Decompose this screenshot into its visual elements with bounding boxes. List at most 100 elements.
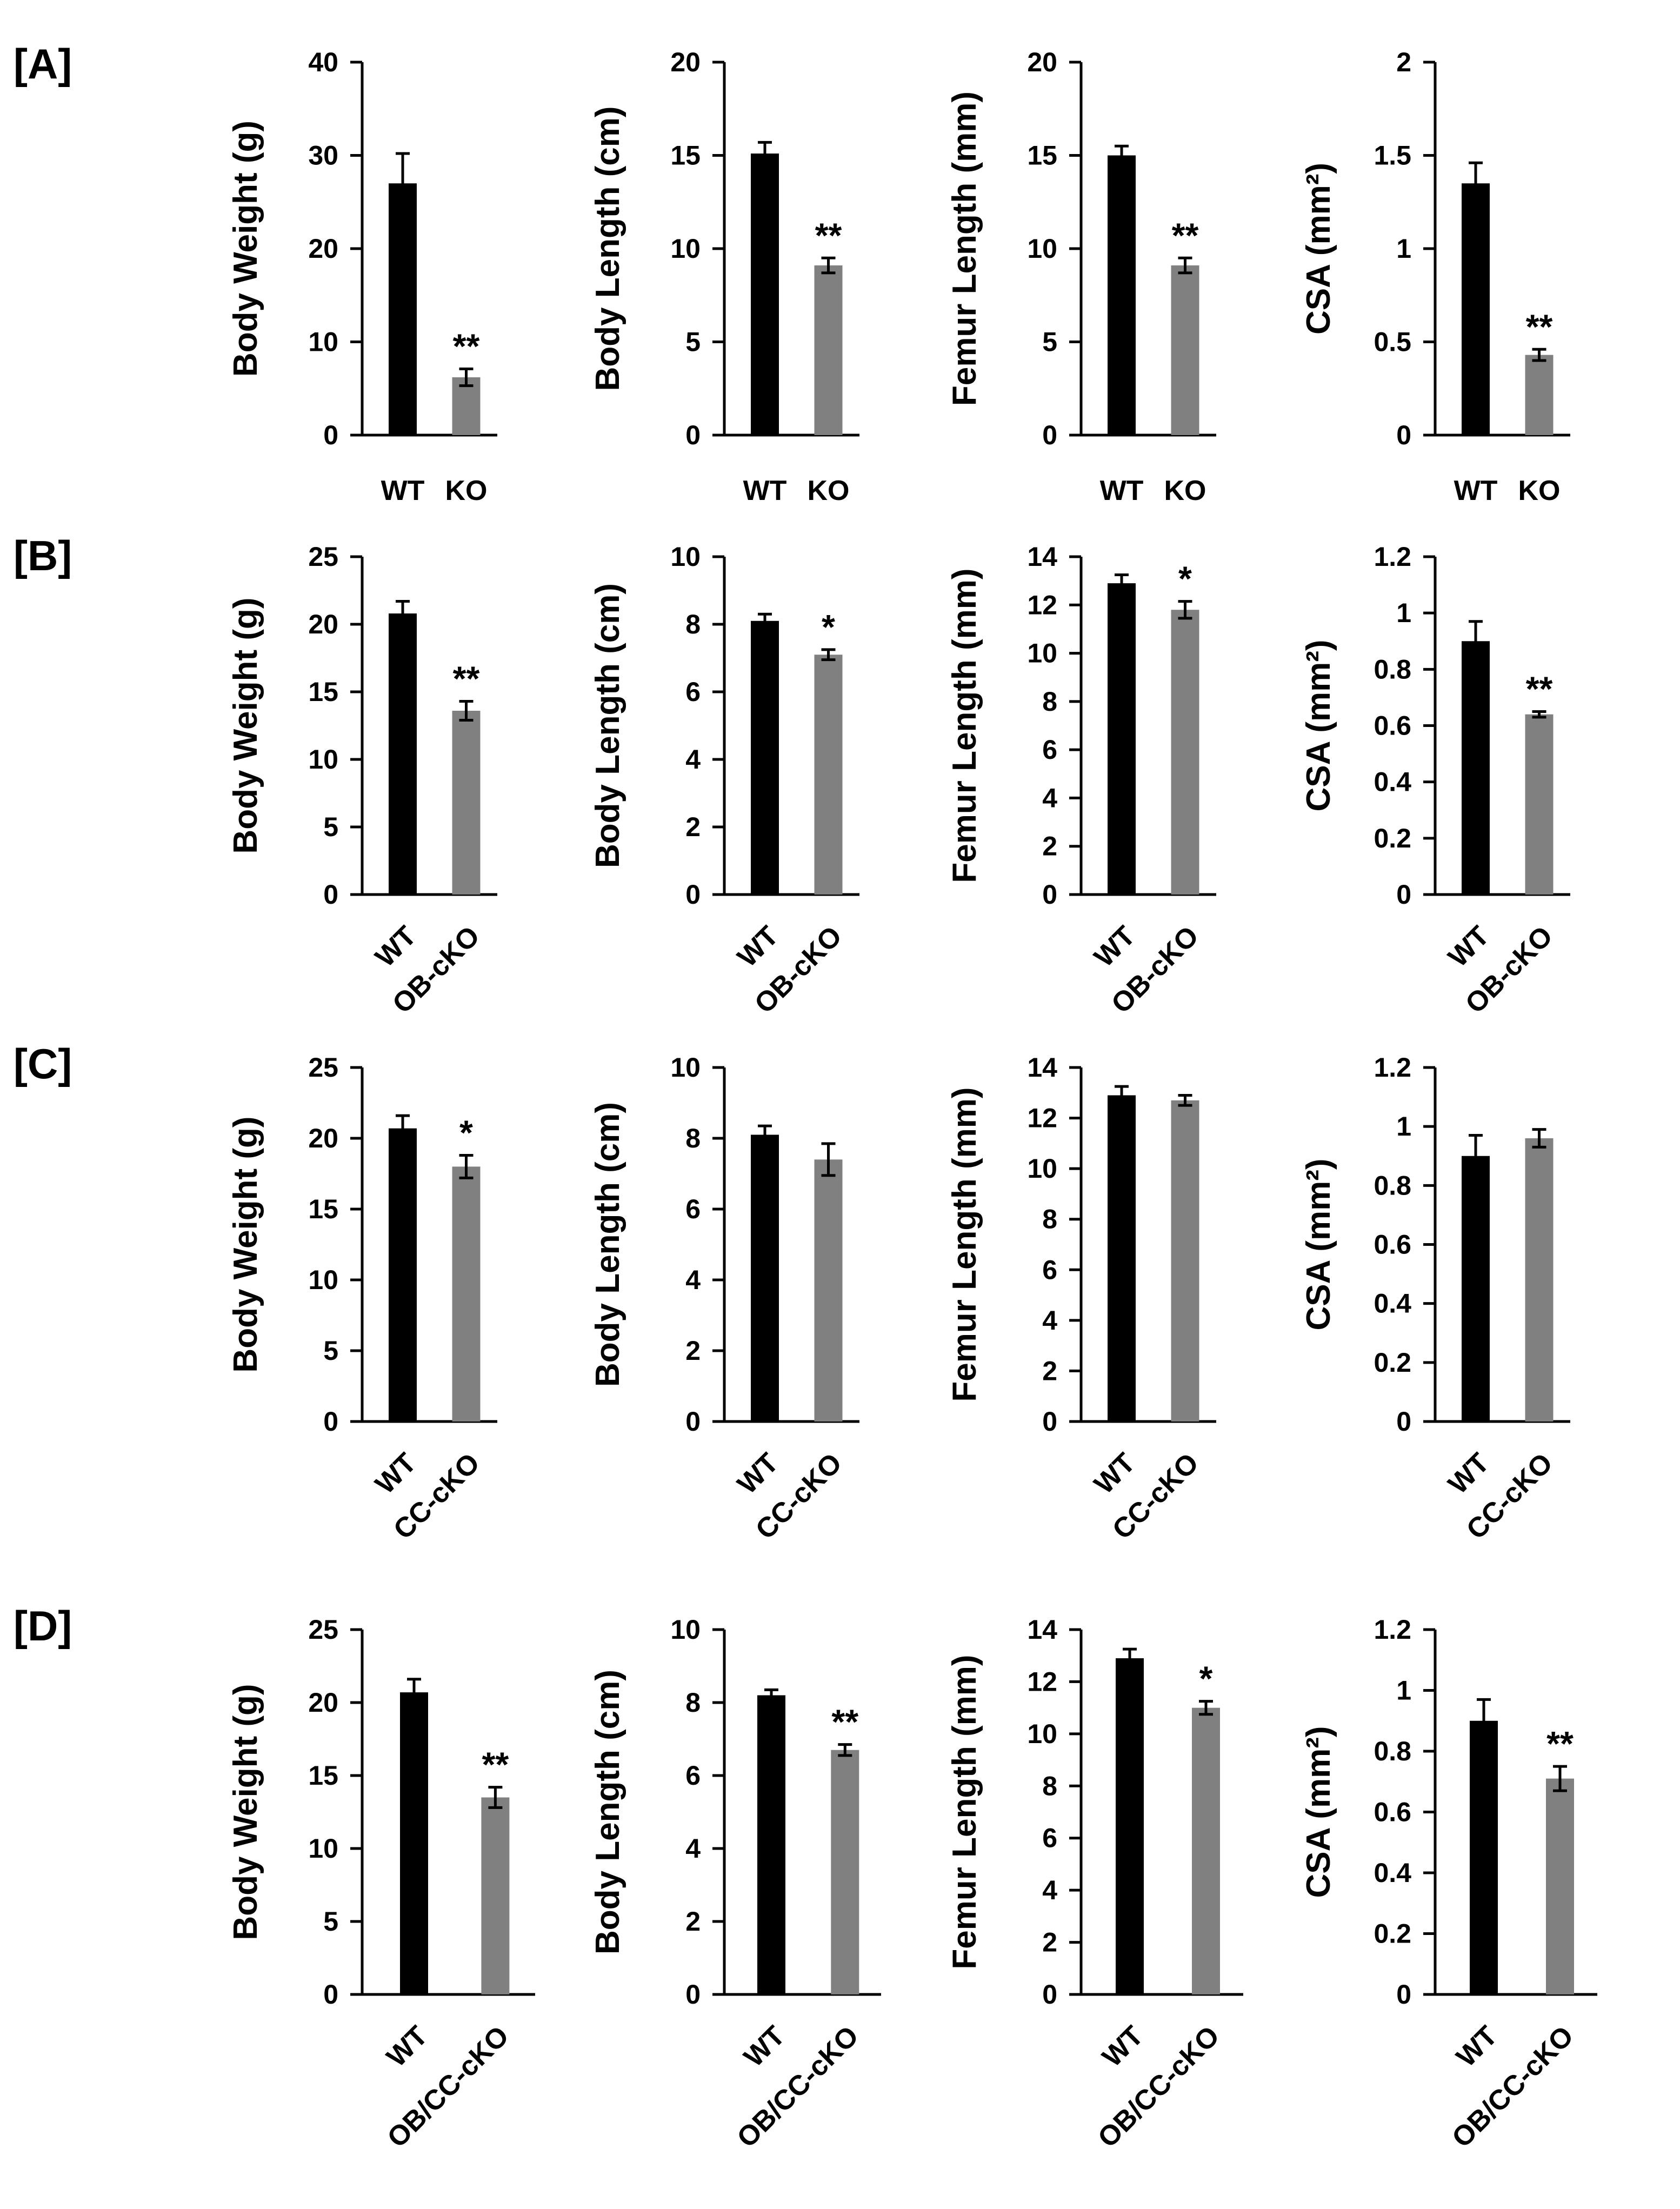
y-tick-label: 10 [1027,233,1057,264]
y-tick-label: 20 [1027,47,1057,77]
y-axis-label: Femur Length (mm) [946,1654,983,1969]
category-label: WT [1088,920,1141,973]
y-tick-label: 1.2 [1374,1052,1411,1083]
y-tick-label: 0.4 [1374,1858,1411,1888]
y-tick-label: 15 [308,1760,338,1791]
bar-wt [1108,1095,1136,1421]
y-tick-label: 5 [685,327,701,357]
y-tick-label: 4 [1042,783,1057,813]
y-tick-label: 0 [323,1406,338,1437]
y-tick-label: 20 [308,1123,338,1153]
bar-mutant [1546,1778,1574,1994]
y-tick-label: 40 [308,47,338,77]
y-tick-label: 1.2 [1374,542,1411,572]
significance-label: ** [1546,1724,1574,1763]
y-tick-label: 1 [1396,233,1411,264]
bar-mutant [1171,610,1199,895]
bar-wt [757,1695,785,1994]
y-tick-label: 0.6 [1374,1797,1411,1827]
bar-wt [1470,1720,1498,1994]
y-tick-label: 0.6 [1374,1230,1411,1260]
bar-mutant [814,265,843,435]
y-tick-label: 0.2 [1374,823,1411,853]
y-tick-label: 8 [685,1687,701,1718]
y-axis-label: Body Weight (g) [227,597,264,853]
bar-mutant [814,655,843,895]
y-tick-label: 0 [1396,1406,1411,1437]
y-tick-label: 10 [670,1052,701,1083]
y-tick-label: 6 [685,1194,701,1224]
significance-label: * [822,608,835,646]
category-label: KO [1518,475,1561,506]
y-tick-label: 0 [685,1406,701,1437]
category-label: WT [1096,2020,1149,2073]
category-label: WT [743,475,787,506]
y-tick-label: 6 [1042,735,1057,765]
bar-mutant [452,711,481,895]
y-axis-label: Body Weight (g) [227,1684,264,1940]
category-label: WT [1450,2020,1503,2073]
y-tick-label: 2 [1042,831,1057,862]
y-tick-label: 12 [1027,1666,1057,1697]
significance-label: ** [1526,307,1553,346]
y-tick-label: 20 [308,233,338,264]
category-label: WT [1442,1447,1495,1500]
y-tick-label: 20 [308,609,338,639]
y-axis-label: CSA (mm²) [1300,639,1337,811]
bar-mutant [1525,1138,1554,1421]
y-tick-label: 0.5 [1374,327,1411,357]
y-axis-label: Body Length (cm) [589,106,626,391]
y-tick-label: 6 [1042,1823,1057,1853]
category-label: WT [731,920,784,973]
category-label: WT [731,1447,784,1500]
y-tick-label: 20 [670,47,701,77]
y-tick-label: 10 [1027,1719,1057,1749]
chart-3: 0 5 10 15 20 Femur Length (mm) WT ** KO [946,47,1216,506]
category-label: KO [1164,475,1206,506]
category-label: WT [1088,1447,1141,1500]
y-tick-label: 6 [685,1760,701,1791]
y-tick-label: 0 [685,1979,701,2010]
category-label: WT [738,2020,791,2073]
significance-label: ** [453,327,480,366]
y-tick-label: 0 [1396,1979,1411,2010]
bar-wt [751,154,779,435]
category-label: KO [445,475,488,506]
y-tick-label: 0 [685,420,701,450]
significance-label: ** [815,216,842,255]
y-tick-label: 0.4 [1374,1289,1411,1319]
y-tick-label: 1 [1396,598,1411,628]
bar-mutant [1171,265,1199,435]
category-label: WT [1100,475,1144,506]
y-tick-label: 12 [1027,1103,1057,1133]
panel-label: [C] [14,1040,72,1087]
y-tick-label: 5 [323,1906,338,1937]
y-tick-label: 0 [323,879,338,910]
y-tick-label: 4 [685,1833,701,1864]
bar-wt [1462,1156,1490,1421]
y-tick-label: 2 [685,1336,701,1366]
bar-mutant [481,1797,510,1994]
y-tick-label: 10 [670,542,701,572]
y-tick-label: 0.6 [1374,711,1411,741]
significance-label: * [459,1113,473,1152]
y-tick-label: 2 [1042,1356,1057,1386]
bar-wt [1462,641,1490,895]
y-tick-label: 0 [323,1979,338,2010]
y-tick-label: 25 [308,1614,338,1645]
y-tick-label: 10 [1027,638,1057,669]
y-tick-label: 2 [1042,1927,1057,1958]
bar-wt [751,620,779,895]
